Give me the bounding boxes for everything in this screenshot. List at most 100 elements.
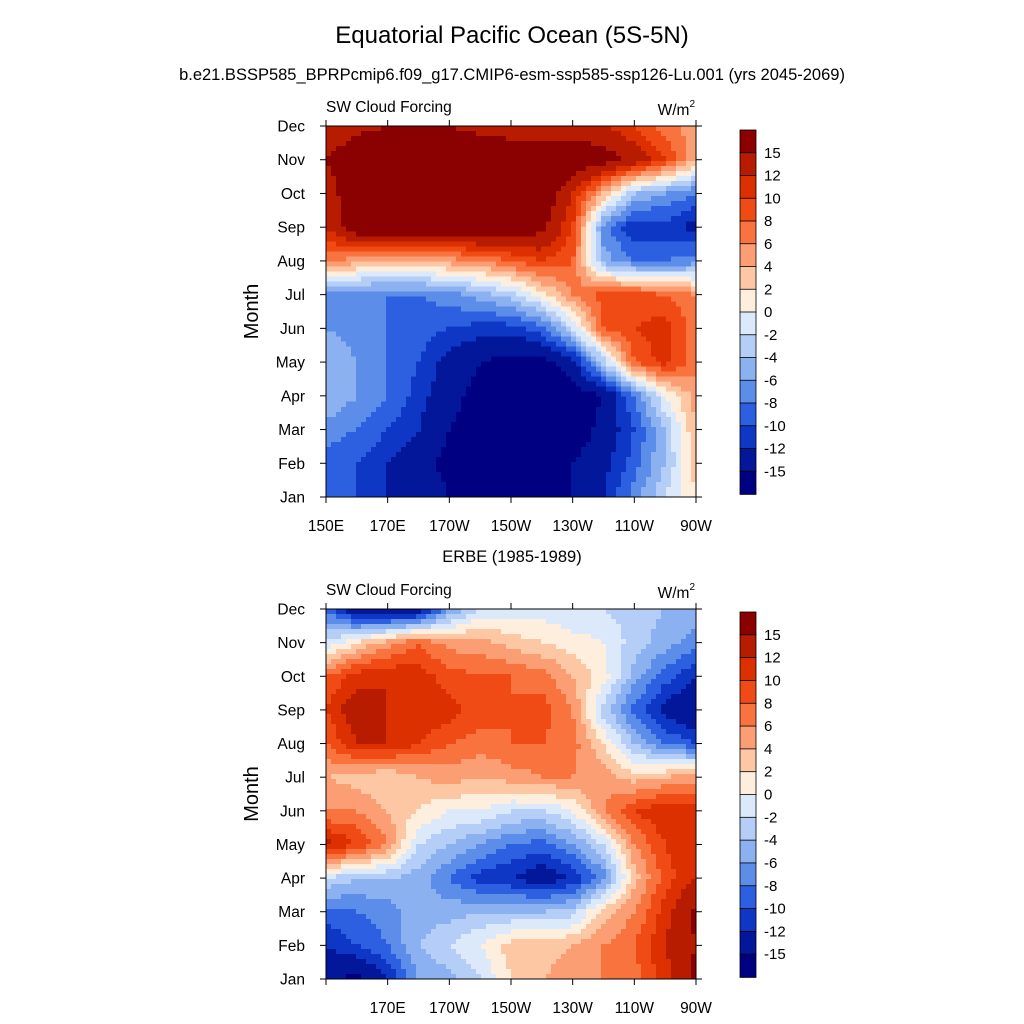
- heatmap-cell: [341, 271, 347, 277]
- heatmap-cell: [371, 431, 377, 438]
- heatmap-cell: [476, 351, 482, 358]
- heatmap-cell: [626, 401, 632, 408]
- heatmap-cell: [601, 371, 607, 378]
- heatmap-cell: [686, 136, 692, 142]
- heatmap-cell: [451, 316, 457, 323]
- heatmap-cell: [491, 206, 497, 212]
- heatmap-cell: [341, 216, 347, 222]
- heatmap-cell: [521, 346, 527, 353]
- heatmap-cell: [411, 176, 417, 182]
- heatmap-cell: [681, 261, 687, 267]
- heatmap-cell: [441, 201, 447, 207]
- heatmap-cell: [326, 426, 332, 433]
- heatmap-cell: [666, 321, 672, 328]
- heatmap-cell: [616, 321, 622, 328]
- heatmap-cell: [531, 281, 537, 288]
- heatmap-cell: [416, 321, 422, 328]
- heatmap-cell: [351, 401, 357, 408]
- heatmap-cell: [691, 401, 697, 408]
- heatmap-cell: [406, 171, 412, 177]
- heatmap-cell: [371, 441, 377, 448]
- heatmap-cell: [361, 146, 367, 152]
- heatmap-cell: [366, 286, 372, 293]
- heatmap-cell: [451, 421, 457, 428]
- heatmap-cell: [631, 381, 637, 388]
- heatmap-cell: [626, 201, 632, 207]
- heatmap-cell: [621, 261, 627, 267]
- heatmap-cell: [426, 426, 432, 433]
- heatmap-cell: [356, 401, 362, 408]
- heatmap-cell: [681, 351, 687, 358]
- heatmap-cell: [501, 331, 507, 338]
- heatmap-cell: [516, 276, 522, 283]
- heatmap-cell: [571, 336, 577, 343]
- heatmap-cell: [661, 241, 667, 247]
- heatmap-cell: [626, 216, 632, 222]
- heatmap-cell: [471, 176, 477, 182]
- heatmap-cell: [551, 321, 557, 328]
- heatmap-cell: [611, 346, 617, 353]
- heatmap-cell: [651, 341, 657, 348]
- heatmap-cell: [686, 336, 692, 343]
- heatmap-cell: [531, 386, 537, 393]
- heatmap-cell: [411, 341, 417, 348]
- heatmap-cell: [371, 291, 377, 298]
- heatmap-cell: [601, 166, 607, 172]
- heatmap-cell: [386, 281, 392, 288]
- heatmap-cell: [416, 231, 422, 237]
- heatmap-cell: [496, 246, 502, 252]
- heatmap-cell: [601, 376, 607, 383]
- heatmap-cell: [346, 156, 352, 162]
- heatmap-cell: [686, 426, 692, 433]
- heatmap-cell: [421, 306, 427, 313]
- heatmap-cell: [561, 161, 567, 167]
- heatmap-cell: [551, 416, 557, 423]
- heatmap-cell: [561, 266, 567, 272]
- heatmap-cell: [506, 446, 512, 453]
- heatmap-cell: [546, 346, 552, 353]
- heatmap-cell: [451, 236, 457, 242]
- heatmap-cell: [546, 156, 552, 162]
- heatmap-cell: [551, 146, 557, 152]
- heatmap-cell: [561, 351, 567, 358]
- heatmap-cell: [496, 296, 502, 303]
- heatmap-cell: [461, 251, 467, 257]
- heatmap-cell: [421, 161, 427, 167]
- heatmap-cell: [666, 261, 672, 267]
- heatmap-cell: [486, 456, 492, 463]
- heatmap-cell: [596, 336, 602, 343]
- heatmap-cell: [386, 351, 392, 358]
- heatmap-cell: [686, 316, 692, 323]
- heatmap-cell: [421, 141, 427, 147]
- heatmap-cell: [686, 401, 692, 408]
- heatmap-cell: [651, 171, 657, 177]
- heatmap-cell: [511, 386, 517, 393]
- heatmap-cell: [581, 146, 587, 152]
- heatmap-cell: [496, 311, 502, 318]
- heatmap-cell: [346, 456, 352, 463]
- heatmap-cell: [656, 186, 662, 192]
- heatmap-cell: [676, 361, 682, 368]
- heatmap-cell: [366, 221, 372, 227]
- heatmap-cell: [566, 411, 572, 418]
- heatmap-cell: [671, 126, 677, 132]
- heatmap-cell: [681, 166, 687, 172]
- heatmap-cell: [331, 381, 337, 388]
- heatmap-cell: [431, 136, 437, 142]
- heatmap-cell: [541, 381, 547, 388]
- heatmap-cell: [521, 216, 527, 222]
- heatmap-cell: [676, 196, 682, 202]
- heatmap-cell: [366, 271, 372, 277]
- heatmap-cell: [656, 286, 662, 293]
- heatmap-cell: [381, 191, 387, 197]
- heatmap-cell: [566, 196, 572, 202]
- heatmap-cell: [551, 426, 557, 433]
- heatmap-cell: [681, 361, 687, 368]
- heatmap-cell: [401, 141, 407, 147]
- heatmap-cell: [521, 341, 527, 348]
- heatmap-cell: [396, 301, 402, 308]
- heatmap-cell: [656, 231, 662, 237]
- heatmap-cell: [541, 371, 547, 378]
- heatmap-cell: [371, 341, 377, 348]
- heatmap-cell: [546, 406, 552, 413]
